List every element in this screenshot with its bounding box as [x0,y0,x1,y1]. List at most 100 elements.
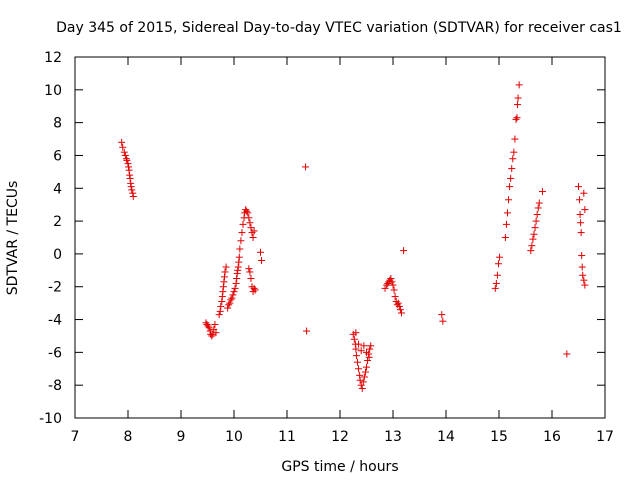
y-tick-label: 6 [53,148,62,164]
data-point [577,219,585,227]
data-point [363,348,370,356]
x-tick-label: 17 [596,429,614,445]
data-point [119,143,127,151]
data-point [126,174,134,182]
y-tick-label: -8 [48,378,62,394]
y-tick-label: 4 [53,181,62,197]
data-point [512,115,520,123]
data-point [120,148,128,156]
data-point [129,189,137,197]
data-point [491,284,499,292]
data-point [236,245,244,253]
data-point [535,199,543,207]
data-point [205,324,213,332]
x-tick-label: 8 [124,429,133,445]
y-tick-label: -10 [39,411,62,427]
data-point [243,207,251,215]
data-point [128,186,136,194]
data-point [352,345,360,353]
data-point [220,278,228,286]
x-tick-label: 15 [490,429,508,445]
data-point [390,286,398,294]
x-tick-label: 7 [71,429,80,445]
data-point [527,247,535,255]
data-point [231,284,239,292]
data-point [303,327,311,335]
data-point [220,273,228,281]
data-point [235,258,243,266]
x-tick-label: 14 [437,429,455,445]
data-point [529,235,537,243]
data-point [533,211,541,219]
x-tick-label: 10 [225,429,243,445]
data-point [229,291,237,299]
data-point [352,329,360,337]
data-point [576,196,584,204]
y-tick-label: 2 [53,214,62,230]
data-point [246,219,254,227]
data-point [579,271,587,279]
data-point [496,253,504,261]
data-point [237,237,245,245]
data-point [387,275,395,283]
y-tick-label: 12 [44,50,62,66]
data-point [580,276,588,284]
data-point [575,183,582,191]
data-point [218,297,226,305]
data-point [389,281,397,289]
data-point [246,268,254,276]
data-point [219,288,227,296]
data-point [124,160,132,168]
data-point [121,151,129,159]
data-point [215,311,223,319]
y-tick-label: 0 [53,247,62,263]
data-point [357,347,365,355]
data-point [356,371,364,379]
data-point [358,384,366,392]
data-point [394,299,402,307]
data-point [230,288,238,296]
data-point [217,302,225,310]
data-point [234,263,242,271]
data-point [365,353,373,361]
data-point [224,304,232,312]
data-point [360,342,368,350]
data-point [247,224,255,232]
data-point [381,284,389,292]
data-point [257,248,264,256]
data-point [581,206,589,214]
data-point [129,192,137,200]
data-point [578,252,586,260]
data-point [532,217,540,225]
data-point [355,340,363,348]
x-tick-label: 13 [384,429,402,445]
data-point [126,171,134,179]
data-point [218,293,226,301]
data-point [204,322,212,330]
data-point [360,373,368,381]
data-point [509,155,517,163]
data-point [514,101,522,109]
data-point [580,189,588,197]
data-point [219,283,227,291]
data-point [209,330,217,338]
data-point [361,368,369,376]
data-point [353,358,361,366]
y-tick-label: 10 [44,83,62,99]
x-tick-label: 12 [331,429,349,445]
y-axis-title: SDTVAR / TECUs [5,181,21,296]
data-points [118,81,589,392]
data-point [513,114,521,122]
data-point [538,188,546,196]
data-point [227,296,235,304]
data-point [222,263,230,271]
data-point [127,179,135,187]
chart-title: Day 345 of 2015, Sidereal Day-to-day VTE… [56,20,622,36]
data-point [350,335,358,343]
data-point [122,155,130,163]
data-point [492,279,500,287]
data-point [127,183,135,191]
x-tick-label: 16 [543,429,561,445]
x-tick-label: 9 [177,429,186,445]
data-point [364,357,372,365]
